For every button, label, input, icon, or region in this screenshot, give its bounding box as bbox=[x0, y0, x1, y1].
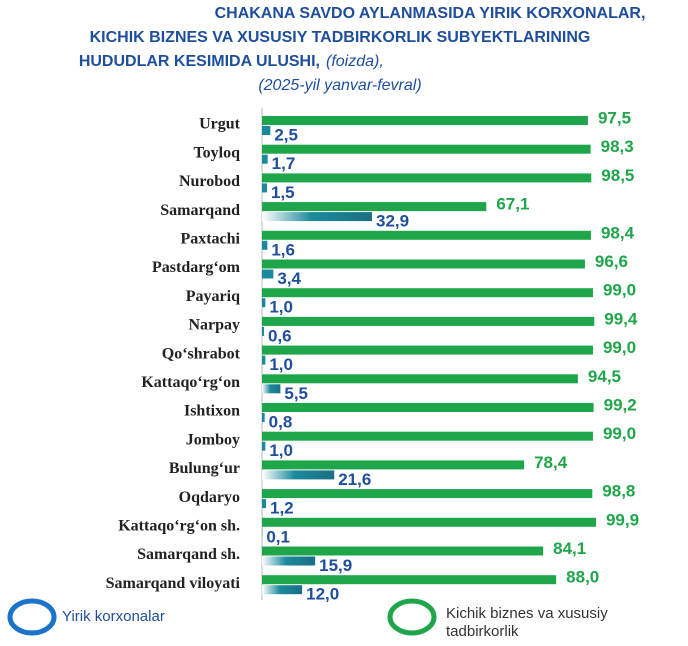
legend-icon bbox=[387, 598, 437, 636]
bar bbox=[262, 413, 265, 422]
value-label: 3,4 bbox=[277, 269, 301, 288]
value-label: 1,2 bbox=[270, 499, 294, 518]
category-label: Samarqand sh. bbox=[137, 546, 240, 563]
value-label: 2,5 bbox=[274, 125, 298, 144]
title-line: CHAKANA SAVDO AYLANMASIDA YIRIK KORXONAL… bbox=[215, 5, 646, 22]
value-label: 67,1 bbox=[496, 195, 529, 214]
bar bbox=[262, 403, 594, 412]
bar bbox=[262, 269, 274, 279]
bar bbox=[262, 585, 303, 595]
value-label: 99,4 bbox=[604, 309, 638, 328]
value-label: 96,6 bbox=[595, 252, 628, 271]
value-label: 99,0 bbox=[603, 424, 636, 443]
category-label: Qo‘shrabot bbox=[162, 345, 241, 362]
value-label: 1,7 bbox=[272, 154, 296, 173]
bar bbox=[262, 345, 593, 355]
category-label: Pastdarg‘om bbox=[152, 259, 241, 276]
bar bbox=[262, 326, 265, 336]
value-label: 98,5 bbox=[601, 166, 634, 185]
value-label: 5,5 bbox=[284, 384, 308, 403]
category-label: Narpay bbox=[188, 317, 240, 334]
value-label: 99,9 bbox=[606, 510, 639, 529]
bar bbox=[262, 374, 578, 384]
value-label: 15,9 bbox=[319, 556, 352, 575]
bar bbox=[262, 183, 268, 193]
value-label: 21,6 bbox=[338, 470, 371, 489]
bar bbox=[262, 126, 271, 135]
value-label: 99,0 bbox=[603, 281, 636, 300]
value-label: 1,0 bbox=[269, 355, 293, 374]
value-label: 78,4 bbox=[534, 453, 568, 472]
bar bbox=[262, 288, 593, 298]
bar bbox=[262, 489, 593, 499]
value-label: 98,8 bbox=[602, 482, 635, 501]
bar bbox=[262, 212, 372, 222]
category-label: Bulung‘ur bbox=[169, 460, 240, 477]
title-line: HUDUDLAR KESIMIDA ULUSHI, bbox=[79, 53, 320, 70]
value-label: 97,5 bbox=[598, 108, 631, 127]
subtitle: (2025-yil yanvar-fevral) bbox=[258, 77, 421, 94]
bar bbox=[262, 470, 335, 480]
category-label: Nurobod bbox=[179, 173, 240, 190]
bar bbox=[262, 144, 591, 154]
category-label: Ishtixon bbox=[184, 403, 240, 420]
value-label: 94,5 bbox=[588, 367, 621, 386]
bar bbox=[262, 173, 592, 183]
category-label: Paxtachi bbox=[180, 230, 240, 247]
bar bbox=[262, 154, 268, 164]
category-label: Toyloq bbox=[193, 144, 240, 161]
category-label: Kattaqo‘rg‘on bbox=[141, 374, 240, 391]
bar bbox=[262, 384, 281, 394]
value-label: 88,0 bbox=[566, 568, 599, 587]
value-label: 1,0 bbox=[269, 441, 293, 460]
legend-label: Kichik biznes va xususiy tadbirkorlik bbox=[446, 605, 608, 640]
bar bbox=[262, 546, 544, 556]
bar bbox=[262, 460, 525, 470]
bar bbox=[262, 116, 588, 125]
legend-icon bbox=[7, 598, 57, 636]
value-label: 32,9 bbox=[376, 212, 409, 231]
value-label: 0,1 bbox=[266, 527, 290, 546]
value-label: 0,6 bbox=[268, 326, 292, 345]
value-label: 1,6 bbox=[271, 240, 295, 259]
title-line: KICHIK BIZNES VA XUSUSIY TADBIRKORLIK SU… bbox=[90, 29, 591, 46]
category-label: Urgut bbox=[199, 116, 241, 133]
bar bbox=[262, 499, 267, 509]
bar bbox=[262, 259, 585, 269]
value-label: 98,3 bbox=[601, 137, 634, 156]
bar bbox=[262, 240, 268, 250]
value-label: 1,0 bbox=[269, 298, 293, 317]
category-label: Oqdaryo bbox=[179, 489, 240, 506]
category-label: Kattaqo‘rg‘on sh. bbox=[118, 517, 240, 534]
bar bbox=[262, 441, 266, 451]
bar bbox=[262, 316, 595, 326]
value-label: 12,0 bbox=[306, 585, 339, 604]
category-label: Samarqand bbox=[160, 202, 240, 219]
value-label: 99,0 bbox=[603, 338, 636, 357]
bar bbox=[262, 556, 316, 566]
bar bbox=[262, 517, 596, 527]
bar bbox=[262, 298, 266, 308]
bar bbox=[262, 355, 266, 365]
category-label: Jomboy bbox=[186, 431, 240, 448]
value-label: 84,1 bbox=[553, 539, 586, 558]
legend-label: Yirik korxonalar bbox=[62, 608, 165, 625]
category-label: Payariq bbox=[186, 288, 240, 305]
bar bbox=[262, 230, 591, 240]
value-label: 1,5 bbox=[271, 183, 295, 202]
unit: (foizda), bbox=[326, 53, 384, 70]
bar bbox=[262, 575, 557, 585]
bar bbox=[262, 431, 593, 441]
category-label: Samarqand viloyati bbox=[106, 575, 241, 592]
value-label: 0,8 bbox=[269, 412, 293, 431]
value-label: 98,4 bbox=[601, 223, 635, 242]
value-label: 99,2 bbox=[604, 395, 637, 414]
bar bbox=[262, 202, 487, 212]
